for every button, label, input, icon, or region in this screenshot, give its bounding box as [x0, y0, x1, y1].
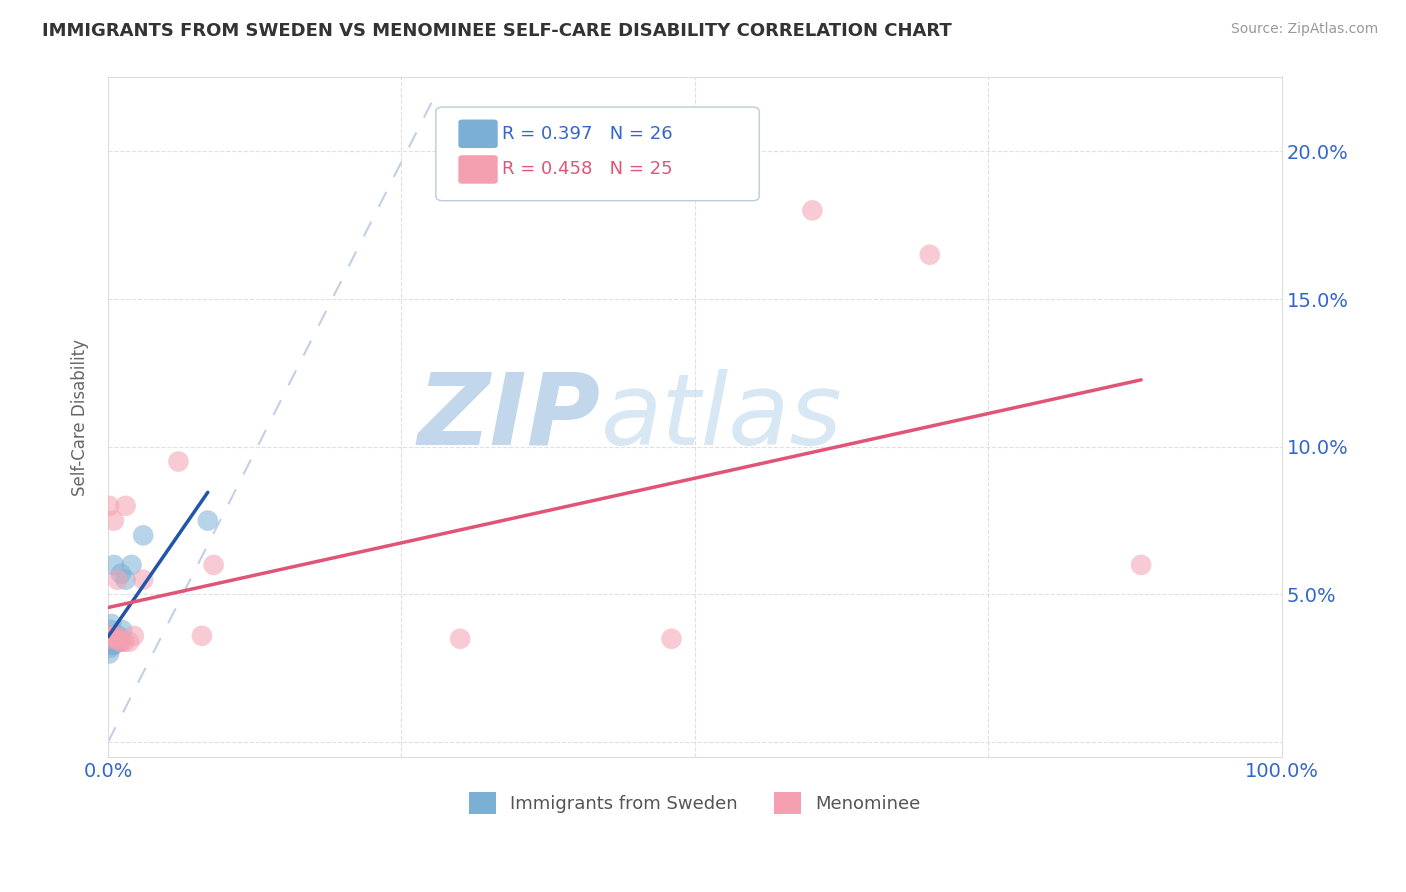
Point: [1130, 558, 1153, 572]
Text: R = 0.397   N = 26: R = 0.397 N = 26: [502, 125, 672, 143]
Point: [111, 634, 134, 648]
Point: [449, 632, 471, 646]
Point: [167, 454, 190, 468]
Point: [108, 634, 131, 648]
Point: [132, 573, 155, 587]
Point: [98, 499, 121, 513]
Point: [98, 623, 121, 637]
Point: [98, 629, 121, 643]
Point: [132, 528, 155, 542]
Point: [104, 634, 127, 648]
Text: R = 0.458   N = 25: R = 0.458 N = 25: [502, 161, 672, 178]
Point: [101, 638, 124, 652]
Point: [100, 638, 122, 652]
Text: atlas: atlas: [600, 368, 842, 466]
Point: [107, 629, 129, 643]
Point: [801, 203, 824, 218]
Point: [100, 629, 122, 643]
Point: [110, 566, 132, 581]
Point: [101, 629, 124, 643]
Legend: Immigrants from Sweden, Menominee: Immigrants from Sweden, Menominee: [460, 782, 929, 822]
Point: [108, 634, 131, 648]
Point: [98, 632, 121, 646]
Point: [105, 632, 128, 646]
Point: [103, 638, 125, 652]
Point: [111, 623, 134, 637]
Point: [103, 514, 125, 528]
Point: [118, 634, 141, 648]
Point: [98, 640, 121, 655]
Point: [105, 632, 128, 646]
Point: [202, 558, 225, 572]
Y-axis label: Self-Care Disability: Self-Care Disability: [72, 339, 89, 496]
Point: [918, 248, 941, 262]
Point: [114, 573, 136, 587]
Point: [103, 629, 125, 643]
Point: [98, 634, 121, 648]
Point: [197, 514, 219, 528]
Point: [105, 632, 128, 646]
Point: [112, 634, 135, 648]
Point: [104, 629, 127, 643]
Text: IMMIGRANTS FROM SWEDEN VS MENOMINEE SELF-CARE DISABILITY CORRELATION CHART: IMMIGRANTS FROM SWEDEN VS MENOMINEE SELF…: [42, 22, 952, 40]
Point: [103, 558, 125, 572]
Point: [98, 632, 121, 646]
Point: [100, 617, 122, 632]
Point: [103, 629, 125, 643]
Point: [122, 629, 145, 643]
Point: [98, 629, 121, 643]
Text: Source: ZipAtlas.com: Source: ZipAtlas.com: [1230, 22, 1378, 37]
Point: [121, 558, 143, 572]
Point: [105, 573, 128, 587]
Point: [114, 499, 136, 513]
Point: [191, 629, 214, 643]
Point: [661, 632, 683, 646]
Point: [98, 647, 121, 661]
Point: [100, 629, 122, 643]
Text: ZIP: ZIP: [418, 368, 600, 466]
Point: [101, 634, 124, 648]
Point: [98, 629, 121, 643]
